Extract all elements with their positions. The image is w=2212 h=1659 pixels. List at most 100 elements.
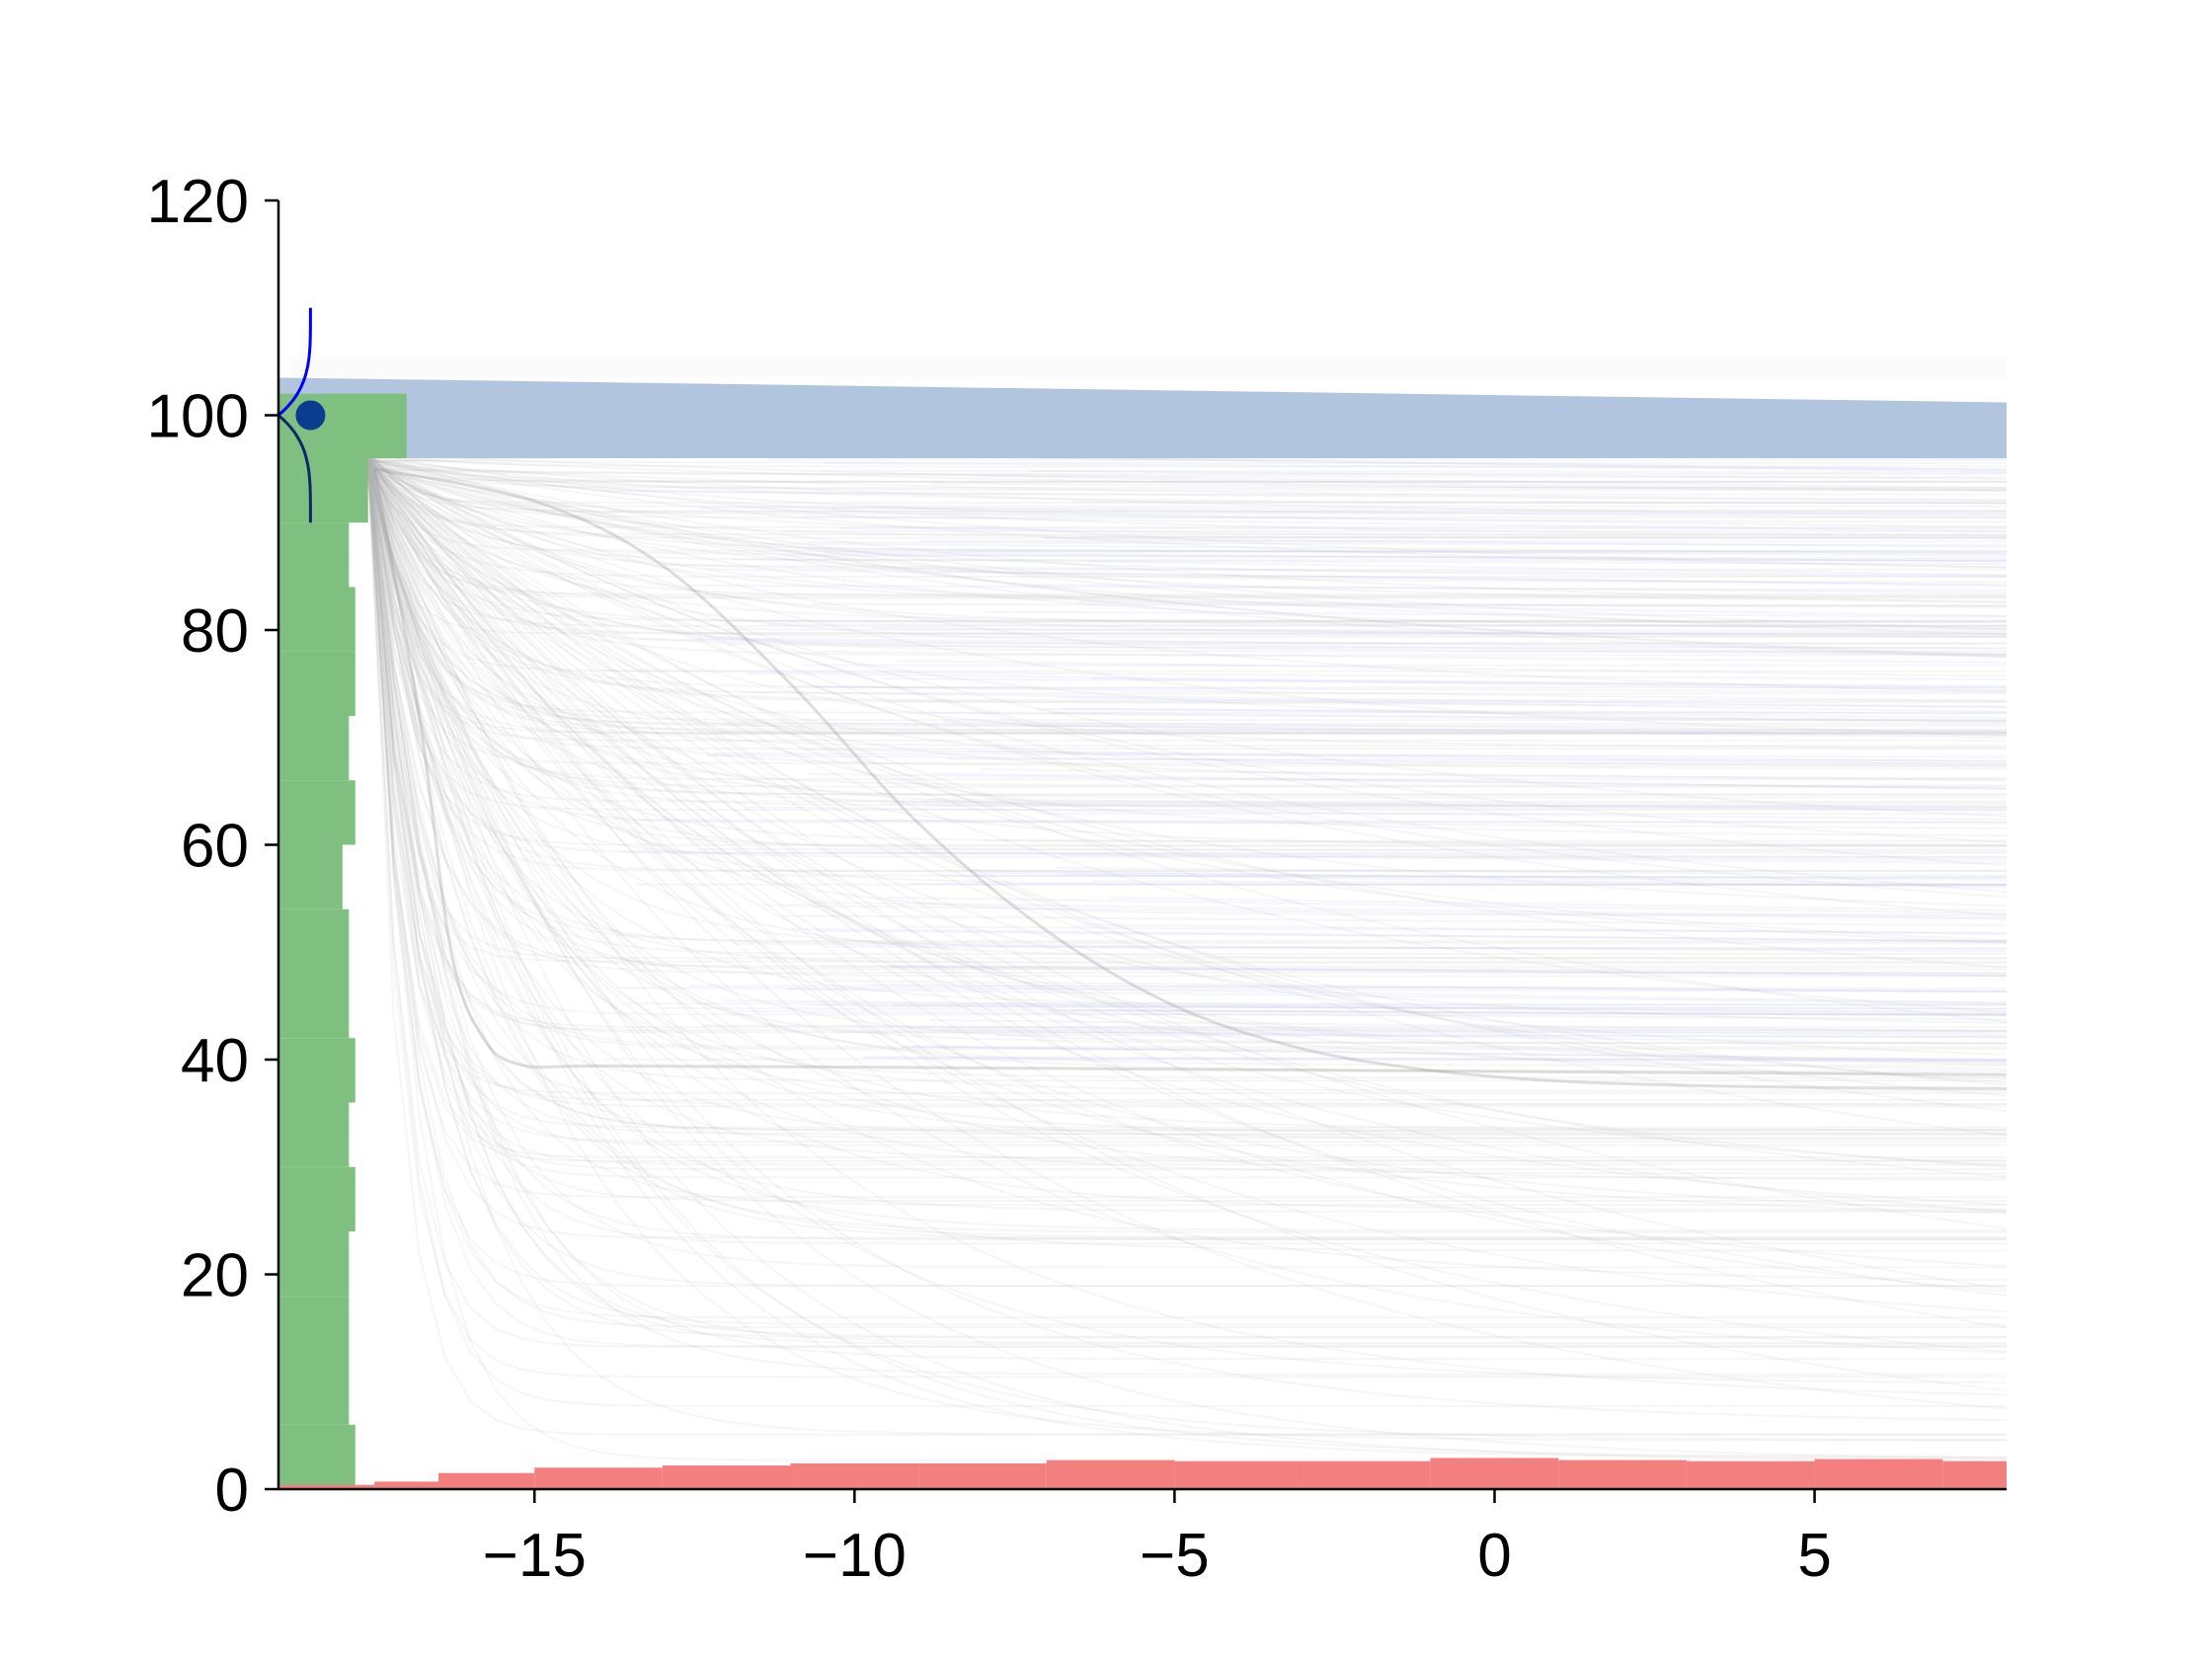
trajectory-line xyxy=(366,457,2007,1288)
trajectory-line-tinted xyxy=(702,1024,2008,1033)
trajectory-line xyxy=(366,454,2007,851)
x-histogram-bar xyxy=(918,1462,1047,1489)
trajectory-line xyxy=(366,463,2007,842)
trajectory-line-tinted xyxy=(785,554,2008,560)
trajectory-line-tinted xyxy=(1071,1008,2008,1017)
trajectory-line-tinted xyxy=(897,660,2008,677)
y-histogram-bar xyxy=(278,1296,350,1361)
trajectory-line-tinted xyxy=(1091,676,2008,691)
trajectory-line-tinted xyxy=(907,1026,2008,1036)
trajectory-line xyxy=(366,453,2007,1146)
trajectory-lines xyxy=(366,416,2008,1462)
band-haze xyxy=(290,366,2008,373)
trajectory-line xyxy=(366,460,2007,1240)
trajectory-line xyxy=(366,457,2007,872)
band-haze xyxy=(290,361,2008,368)
trajectory-line xyxy=(366,468,2007,1361)
trajectory-line-tinted xyxy=(902,1046,2008,1062)
trajectory-line-tinted xyxy=(862,1056,2008,1063)
trajectory-line xyxy=(367,459,2008,867)
trajectory-line-tinted xyxy=(786,988,2008,1005)
trajectory-line-tinted xyxy=(733,942,2008,953)
trajectory-line xyxy=(366,462,2008,1097)
band xyxy=(278,377,2007,458)
trajectory-line xyxy=(367,455,2007,483)
band-haze xyxy=(290,372,2008,378)
trajectory-line xyxy=(366,462,2007,598)
trajectory-line xyxy=(367,456,2008,818)
trajectory-line xyxy=(367,463,2008,722)
trajectory-line-tinted xyxy=(751,874,2008,879)
trajectory-line xyxy=(366,464,2007,1144)
trajectory-line xyxy=(367,459,2008,944)
trajectory-line xyxy=(367,457,2008,657)
trajectory-line xyxy=(366,464,2007,1239)
trajectory-line xyxy=(366,467,2007,1132)
trajectory-line xyxy=(366,466,2007,552)
trajectory-line xyxy=(366,457,2007,1269)
band-haze xyxy=(290,358,2008,365)
trajectory-line xyxy=(366,453,2007,1045)
trajectory-line xyxy=(366,466,2007,1319)
trajectory-line xyxy=(366,452,2007,599)
trajectory-line xyxy=(367,460,2007,492)
trajectory-line xyxy=(367,453,2008,659)
trajectory-line xyxy=(367,467,2007,476)
trajectory-line xyxy=(367,458,2008,1023)
trajectory-line xyxy=(366,467,2007,1045)
trajectory-line-tinted xyxy=(762,904,2008,920)
trajectory-line-tinted xyxy=(941,1028,2008,1046)
trajectory-line-tinted xyxy=(1036,708,2008,715)
trajectory-line xyxy=(366,464,2007,1082)
trajectory-line xyxy=(366,460,2008,1460)
trajectory-line xyxy=(366,452,2007,1344)
trajectory-line-tinted xyxy=(1006,987,2008,1004)
trajectory-line-tinted xyxy=(892,1003,2008,1013)
trajectory-line xyxy=(367,463,2008,501)
highlight-curve xyxy=(372,468,2008,1076)
trajectory-line-tinted xyxy=(825,945,2008,951)
trajectory-line-tinted xyxy=(1088,560,2008,577)
trajectory-line xyxy=(366,462,2007,1132)
trajectory-line xyxy=(366,459,2007,805)
trajectory-line-tinted xyxy=(742,690,2008,709)
trajectory-line xyxy=(366,460,2007,770)
trajectory-line-tinted xyxy=(782,914,2008,927)
y-histogram-bar xyxy=(278,908,350,974)
trajectory-line xyxy=(366,466,2008,1206)
trajectory-line-tinted xyxy=(937,570,2008,588)
trajectory-line xyxy=(366,467,2007,1379)
trajectory-line xyxy=(366,461,2007,1287)
trajectory-line-tinted xyxy=(1078,535,2008,540)
trajectory-line xyxy=(366,465,2007,811)
trajectory-line xyxy=(367,458,2008,631)
trajectory-line xyxy=(366,461,2007,807)
trajectory-line-tinted xyxy=(1039,812,2008,816)
trajectory-line xyxy=(366,458,2007,1032)
trajectory-line xyxy=(366,456,2007,1252)
trajectory-line-tinted xyxy=(815,929,2008,943)
trajectory-line-tinted xyxy=(626,551,2008,563)
trajectory-line xyxy=(366,454,2007,1232)
trajectory-line-tinted xyxy=(805,514,2008,533)
trajectory-line xyxy=(366,462,2007,950)
trajectory-line xyxy=(366,465,2008,1267)
trajectory-line-tinted xyxy=(996,1034,2008,1039)
trajectory-line xyxy=(366,464,2007,1241)
trajectory-line xyxy=(366,456,2007,1339)
trajectory-line-tinted xyxy=(602,670,2008,681)
trajectory-line xyxy=(367,458,2008,737)
trajectory-line xyxy=(366,454,2008,1291)
trajectory-line-tinted xyxy=(721,999,2008,1015)
trajectory-line xyxy=(366,461,2008,1066)
trajectory-line xyxy=(366,459,2007,943)
trajectory-line xyxy=(366,468,2007,1051)
trajectory-line xyxy=(366,463,2007,731)
x-histogram-bar xyxy=(1046,1460,1175,1489)
trajectory-line xyxy=(366,461,2007,810)
trajectory-line-tinted xyxy=(931,772,2008,791)
trajectory-line-tinted xyxy=(886,896,2008,914)
x-histogram-bar xyxy=(1174,1461,1304,1489)
trajectory-line xyxy=(366,466,2007,1161)
x-histogram-bar xyxy=(790,1462,919,1489)
